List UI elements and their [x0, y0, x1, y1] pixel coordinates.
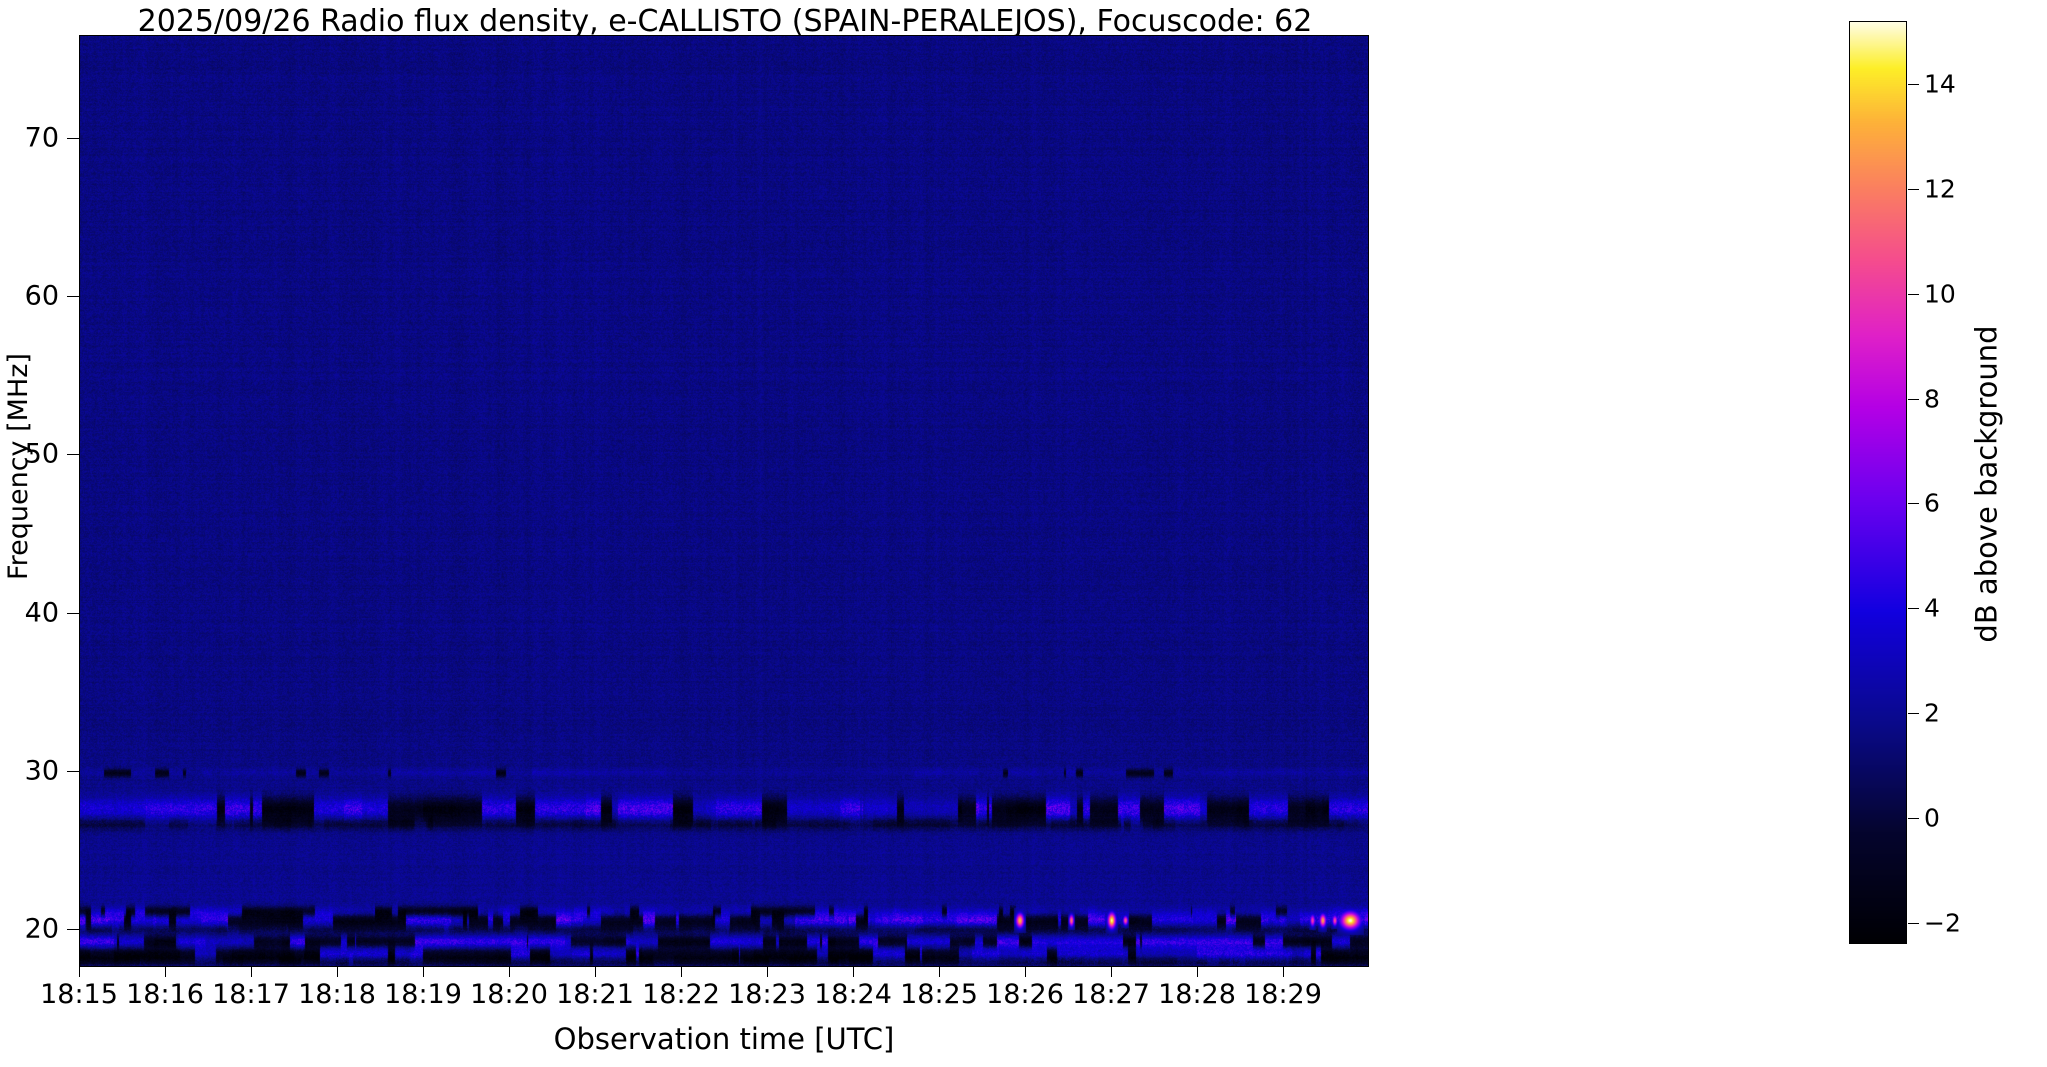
x-axis-tick [423, 967, 424, 977]
y-axis-tick-label: 40 [24, 597, 59, 629]
x-axis-tick-label: 18:20 [470, 979, 548, 1010]
x-axis-tick [939, 967, 940, 977]
x-axis-tick-label: 18:25 [900, 979, 978, 1010]
x-axis-tick-label: 18:15 [40, 979, 118, 1010]
x-axis-tick-label: 18:29 [1244, 979, 1322, 1010]
colorbar-tick-label: 4 [1924, 593, 1940, 623]
colorbar-tick-label: 0 [1924, 803, 1940, 833]
x-axis-tick-label: 18:17 [212, 979, 290, 1010]
x-axis-tick [1197, 967, 1198, 977]
colorbar-tick [1908, 399, 1919, 400]
page-title: 2025/09/26 Radio flux density, e-CALLIST… [137, 4, 1313, 39]
colorbar-tick-label: 12 [1924, 174, 1956, 204]
colorbar-tick [1908, 294, 1919, 295]
colorbar-label-text: dB above background [1970, 324, 2004, 643]
colorbar-tick [1908, 84, 1919, 85]
x-axis-tick-label: 18:23 [728, 979, 806, 1010]
colorbar-tick [1908, 189, 1919, 190]
y-axis-tick [67, 296, 79, 297]
x-axis-tick [1283, 967, 1284, 977]
x-axis-tick-label: 18:21 [556, 979, 634, 1010]
colorbar-tick-label: −2 [1924, 908, 1961, 938]
y-axis-tick [67, 771, 79, 772]
x-axis-tick [509, 967, 510, 977]
colorbar-tick-label: 2 [1924, 698, 1940, 728]
colorbar-tick [1908, 713, 1919, 714]
x-axis-tick [251, 967, 252, 977]
y-axis-tick [67, 454, 79, 455]
colorbar-tick-label: 8 [1924, 384, 1940, 414]
y-axis-tick-label: 50 [24, 438, 59, 470]
x-axis-tick [1025, 967, 1026, 977]
x-axis-tick-label: 18:27 [1072, 979, 1150, 1010]
x-axis-tick [853, 967, 854, 977]
y-axis-tick-label: 20 [24, 913, 59, 945]
colorbar-tick-label: 10 [1924, 279, 1956, 309]
colorbar-tick-label: 6 [1924, 488, 1940, 518]
x-axis-tick-label: 18:28 [1158, 979, 1236, 1010]
x-axis-tick [79, 967, 80, 977]
colorbar-tick [1908, 503, 1919, 504]
x-axis-tick-label: 18:24 [814, 979, 892, 1010]
x-axis-tick-label: 18:16 [126, 979, 204, 1010]
colorbar[interactable]: −2 0 2 4 6 8 10 12 14 [1849, 21, 1961, 946]
y-axis-tick-label: 70 [24, 122, 59, 154]
x-axis-tick [681, 967, 682, 977]
y-axis-tick [67, 613, 79, 614]
x-axis-tick [337, 967, 338, 977]
x-axis-tick [767, 967, 768, 977]
x-axis-tick [1111, 967, 1112, 977]
x-axis-tick-label: 18:18 [298, 979, 376, 1010]
colorbar-tick [1908, 818, 1919, 819]
x-axis-tick [165, 967, 166, 977]
y-axis-tick-label: 30 [24, 755, 59, 787]
y-axis-tick [67, 929, 79, 930]
x-axis-tick-label: 18:19 [384, 979, 462, 1010]
spectrogram-image[interactable] [80, 36, 1368, 966]
colorbar-tick [1908, 923, 1919, 924]
y-axis-tick [67, 138, 79, 139]
x-axis-tick [595, 967, 596, 977]
x-axis-tick-label: 18:22 [642, 979, 720, 1010]
y-axis-tick-label: 60 [24, 280, 59, 312]
colorbar-label: dB above background [1965, 21, 2009, 946]
x-axis-label: Observation time [UTC] [553, 1022, 895, 1056]
colorbar-gradient [1849, 21, 1907, 944]
x-axis-tick-label: 18:26 [986, 979, 1064, 1010]
spectrogram-axes[interactable] [79, 35, 1369, 967]
colorbar-tick-label: 14 [1924, 69, 1956, 99]
colorbar-tick [1908, 608, 1919, 609]
